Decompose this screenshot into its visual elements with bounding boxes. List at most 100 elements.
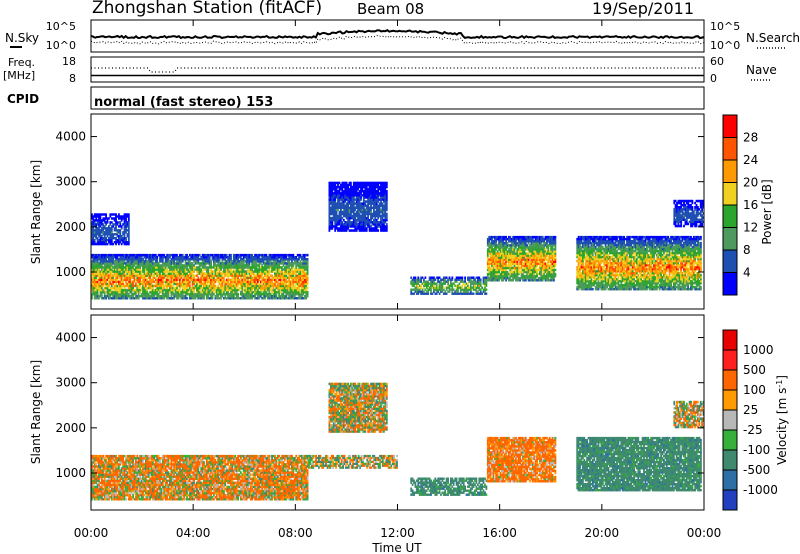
power-echo-cell [249, 256, 252, 259]
power-echo-cell [227, 268, 229, 271]
power-echo-cell [99, 266, 102, 269]
power-echo-cell [171, 258, 174, 261]
power-echo-cell [208, 297, 211, 300]
power-echo-cell [183, 266, 185, 269]
power-echo-cell [150, 278, 153, 282]
power-echo-cell [123, 274, 126, 277]
power-echo-cell [245, 280, 248, 284]
power-echo-cell [146, 295, 149, 298]
power-echo-cell [259, 270, 262, 273]
power-echo-cell [115, 278, 117, 282]
power-echo-cell [167, 262, 170, 265]
power-echo-cell [127, 274, 130, 277]
power-echo-cell [242, 268, 245, 271]
power-echo-cell [129, 264, 132, 267]
power-echo-cell [130, 282, 133, 286]
power-echo-cell [230, 262, 232, 265]
power-echo-cell [205, 288, 208, 292]
power-echo-cell [106, 286, 109, 290]
power-echo-cell [173, 270, 176, 273]
power-echo-cell [198, 270, 201, 273]
power-echo-cell [249, 286, 252, 290]
power-echo-cell [238, 256, 241, 259]
power-echo-cell [173, 272, 176, 275]
power-echo-cell [183, 268, 185, 271]
power-echo-cell [258, 262, 261, 265]
power-echo-cell [203, 258, 205, 261]
power-echo-cell [156, 260, 159, 263]
power-echo-cell [137, 284, 140, 288]
power-echo-cell [153, 270, 156, 273]
power-echo-cell [144, 256, 147, 259]
power-echo-cell [203, 297, 205, 300]
power-echo-cell [186, 297, 188, 300]
power-echo-cell [214, 286, 217, 290]
power-echo-cell [207, 297, 210, 300]
power-echo-cell [157, 276, 160, 279]
power-echo-cell [248, 290, 251, 294]
power-echo-cell [269, 280, 272, 284]
power-echo-cell [176, 274, 178, 277]
power-echo-cell [105, 253, 107, 257]
power-echo-cell [112, 260, 115, 263]
power-echo-cell [171, 274, 174, 277]
power-echo-cell [247, 266, 249, 269]
power-echo-cell [180, 260, 183, 263]
power-echo-cell [201, 288, 204, 292]
power-echo-cell [123, 268, 126, 271]
power-echo-cell [241, 266, 244, 269]
power-echo-cell [119, 268, 122, 271]
power-echo-cell [152, 280, 154, 284]
power-echo-cell [204, 284, 207, 288]
power-echo-cell [113, 280, 116, 284]
power-echo-cell [108, 268, 110, 271]
power-echo-cell [235, 278, 238, 282]
power-echo-cell [174, 258, 177, 261]
power-echo-cell [181, 268, 184, 271]
power-echo-cell [271, 288, 273, 292]
power-echo-cell [136, 272, 139, 275]
power-echo-cell [190, 253, 193, 257]
power-echo-cell [181, 270, 184, 273]
power-echo-cell [274, 284, 276, 288]
power-echo-cell [187, 284, 190, 288]
power-echo-cell [161, 270, 164, 273]
power-echo-cell [242, 272, 245, 275]
power-echo-cell [103, 253, 106, 257]
power-echo-cell [146, 292, 149, 296]
power-echo-cell [183, 295, 185, 298]
power-echo-cell [227, 276, 229, 279]
power-echo-cell [186, 282, 188, 286]
power-echo-cell [105, 270, 107, 273]
power-echo-cell [102, 268, 105, 271]
power-echo-cell [252, 276, 255, 279]
power-echo-cell [262, 282, 265, 286]
power-echo-cell [139, 274, 141, 277]
power-echo-cell [217, 292, 220, 296]
power-echo-cell [174, 278, 177, 282]
power-echo-cell [116, 274, 119, 277]
power-echo-cell [218, 262, 221, 265]
power-echo-cell [170, 268, 173, 271]
power-echo-cell [272, 256, 275, 259]
power-echo-cell [130, 290, 133, 294]
power-echo-cell [265, 290, 268, 294]
power-echo-cell [221, 276, 224, 279]
power-echo-cell [91, 274, 93, 277]
power-echo-cell [93, 282, 96, 286]
power-echo-cell [255, 256, 258, 259]
power-echo-cell [201, 295, 204, 298]
power-echo-cell [129, 274, 132, 277]
power-echo-cell [174, 292, 177, 296]
power-echo-cell [183, 282, 185, 286]
power-echo-cell [135, 266, 137, 269]
power-echo-cell [240, 264, 242, 267]
power-echo-cell [160, 282, 163, 286]
power-echo-cell [179, 295, 181, 298]
power-echo-cell [108, 282, 110, 286]
power-echo-cell [166, 260, 168, 263]
power-echo-cell [248, 272, 251, 275]
power-echo-cell [170, 282, 173, 286]
cpid-text: normal (fast stereo) 153 [94, 95, 273, 110]
power-echo-cell [152, 253, 154, 257]
